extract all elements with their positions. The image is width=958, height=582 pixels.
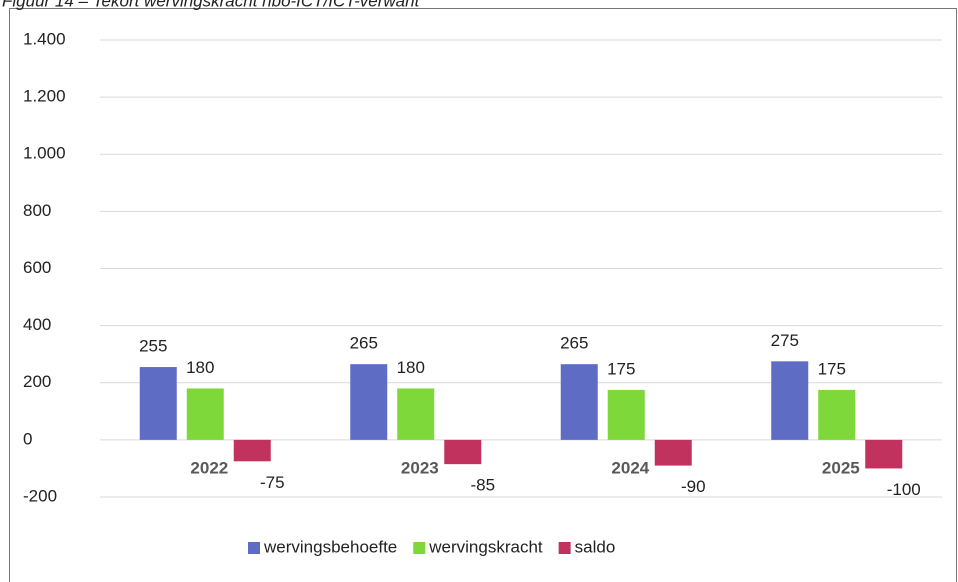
bar — [397, 388, 435, 440]
legend-swatch — [248, 542, 260, 554]
y-tick-label: 0 — [23, 429, 32, 448]
bar — [607, 389, 645, 440]
data-label: 180 — [397, 358, 425, 377]
y-tick-label: 1.200 — [23, 87, 66, 106]
y-tick-label: 600 — [23, 258, 51, 277]
x-tick-label: 2023 — [401, 458, 439, 477]
data-label: -75 — [260, 473, 285, 492]
x-tick-label: 2025 — [822, 458, 860, 477]
data-label: 180 — [186, 358, 214, 377]
x-tick-label: 2022 — [190, 458, 228, 477]
data-label: 265 — [350, 334, 378, 353]
y-tick-label: 1.400 — [23, 29, 66, 48]
chart-title: Figuur 14 – Tekort wervingskracht hbo-IC… — [2, 0, 421, 10]
data-label: 175 — [818, 359, 846, 378]
bar — [444, 439, 482, 465]
bar — [350, 364, 388, 440]
data-label: -100 — [887, 480, 921, 499]
data-label: 265 — [560, 334, 588, 353]
data-label: -85 — [470, 476, 495, 495]
bar — [771, 361, 809, 440]
bar — [818, 389, 856, 440]
bar — [233, 439, 271, 462]
legend-label: saldo — [575, 537, 616, 556]
data-label: 255 — [139, 337, 167, 356]
data-label: 275 — [771, 331, 799, 350]
x-tick-label: 2024 — [611, 458, 649, 477]
bar — [654, 439, 692, 466]
legend-label: wervingskracht — [428, 537, 543, 556]
y-tick-label: 800 — [23, 201, 51, 220]
legend-swatch — [413, 542, 426, 554]
data-label: -90 — [681, 477, 706, 496]
data-label: 175 — [607, 359, 635, 378]
bar — [186, 388, 224, 440]
chart-border — [9, 8, 957, 582]
bar — [865, 439, 903, 469]
legend-swatch — [558, 542, 571, 554]
y-tick-label: 400 — [23, 315, 51, 334]
legend-label: wervingsbehoefte — [263, 537, 397, 556]
y-tick-label: 1.000 — [23, 144, 66, 163]
bar — [139, 367, 177, 440]
y-tick-label: -200 — [23, 486, 57, 505]
bar — [560, 364, 598, 440]
y-tick-label: 200 — [23, 372, 51, 391]
